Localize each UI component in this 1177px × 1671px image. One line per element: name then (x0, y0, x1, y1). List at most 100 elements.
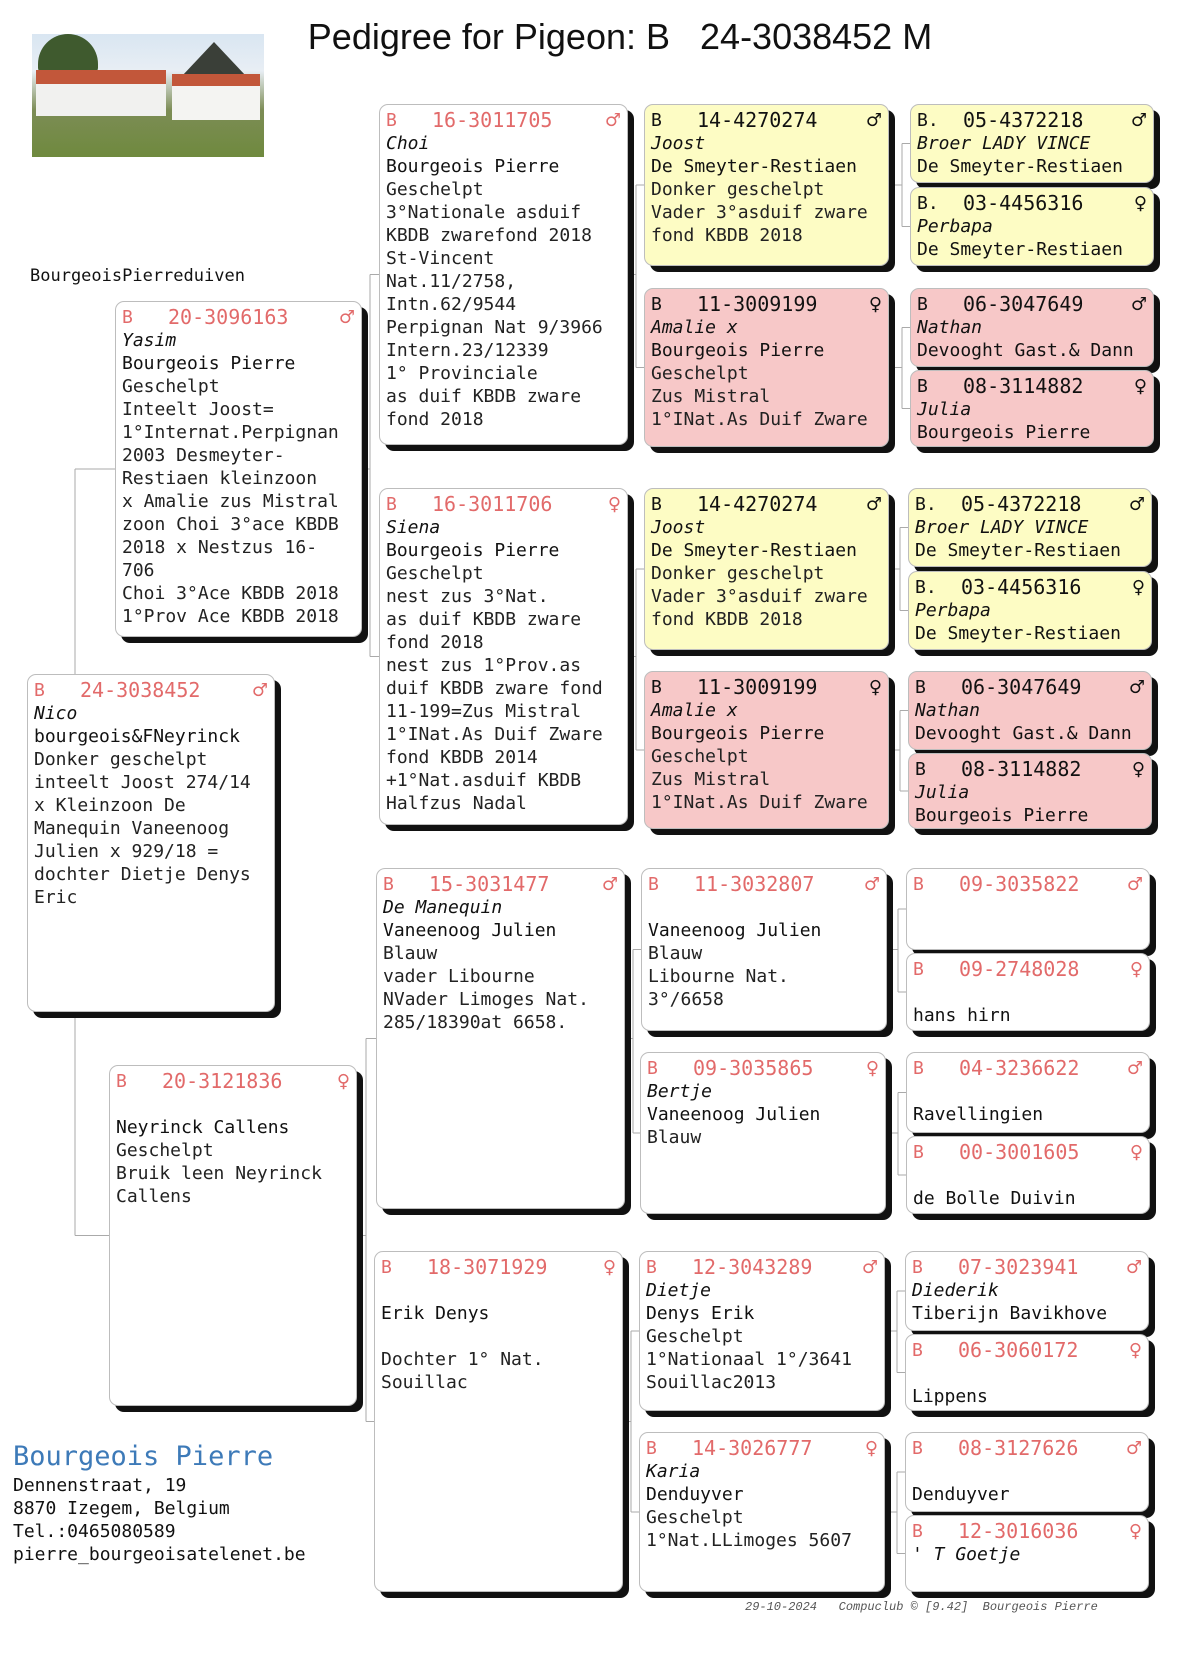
country-code: B (651, 110, 662, 131)
pigeon-card-sds[interactable]: B 14-4270274 ♂ Joost De Smeyter-Restiaen Donk… (644, 488, 889, 650)
remark-line: Blauw (383, 943, 438, 964)
male-icon: ♂ (861, 1257, 878, 1278)
ring-number: 24-3038452 (80, 678, 201, 702)
pigeon-card-ddsd[interactable]: B 06-3060172 ♀ Lippens (905, 1334, 1149, 1411)
country-code: B (646, 1438, 657, 1459)
pigeon-card-sss[interactable]: B 14-4270274 ♂ Joost De Smeyter-Restiaen Donk… (644, 104, 889, 266)
pigeon-card-sssd[interactable]: B. 03-4456316 ♀ Perbapa De Smeyter-Restiaen (910, 187, 1154, 266)
ring-number: 09-3035822 (959, 872, 1080, 896)
pigeon-card-dddd[interactable]: B 12-3016036 ♀ ' T Goetje (905, 1515, 1149, 1592)
remark-line: Callens (116, 1186, 192, 1207)
remark-line: 285/18390at 6658. (383, 1012, 568, 1033)
remark-line: inteelt Joost 274/14 (34, 772, 251, 793)
pigeon-name (912, 1460, 1142, 1483)
ring-line: B. 05-4372218 ♂ (915, 493, 1145, 516)
pigeon-card-ssss[interactable]: B. 05-4372218 ♂ Broer LADY VINCE De Smeyter-… (910, 104, 1154, 183)
pigeon-card-dsds[interactable]: B 04-3236622 ♂ Ravellingien (906, 1052, 1150, 1133)
pigeon-card-subject[interactable]: B 24-3038452 ♂ Nico bourgeois&FNeyrinck Donke… (27, 674, 275, 1012)
pigeon-name: Broer LADY VINCE (917, 133, 1091, 154)
country-code: B (913, 1142, 924, 1163)
female-icon: ♀ (1131, 577, 1145, 598)
pigeon-card-sdss[interactable]: B. 05-4372218 ♂ Broer LADY VINCE De Smeyter-… (908, 488, 1152, 567)
remark-line: St-Vincent (386, 248, 495, 269)
country-code: B (913, 959, 924, 980)
country-code: B. (915, 494, 937, 515)
country-code: B (913, 1058, 924, 1079)
remark-line: 1°Nat.LLimoges 5607 (646, 1530, 852, 1551)
ring-line: B 24-3038452 ♂ (34, 679, 268, 702)
female-icon: ♀ (868, 294, 882, 315)
country-code: B (651, 494, 662, 515)
pigeon-card-sd[interactable]: B 16-3011706 ♀ Siena Bourgeois Pierre Geschel… (379, 488, 628, 825)
pigeon-card-sddd[interactable]: B 08-3114882 ♀ Julia Bourgeois Pierre (908, 753, 1152, 829)
remark-line: Geschelpt (386, 179, 484, 200)
ring-number: 09-2748028 (959, 957, 1080, 981)
remark-line: Julien x 929/18 = (34, 841, 219, 862)
remark-line: 1°INat.As Duif Zware (386, 724, 603, 745)
owner: De Smeyter-Restiaen (915, 623, 1121, 644)
ring-number: 03-4456316 (963, 191, 1084, 215)
pigeon-card-ssd[interactable]: B 11-3009199 ♀ Amalie x Bourgeois Pierre Gesc… (644, 288, 889, 447)
remark-line: Halfzus Nadal (386, 793, 527, 814)
pigeon-card-ddds[interactable]: B 08-3127626 ♂ Denduyver (905, 1432, 1149, 1512)
pigeon-card-sdsd[interactable]: B. 03-4456316 ♀ Perbapa De Smeyter-Restiaen (908, 571, 1152, 650)
pigeon-card-dsss[interactable]: B 09-3035822 ♂ (906, 868, 1150, 950)
owner: Lippens (912, 1386, 988, 1407)
remark-line: 11-199=Zus Mistral (386, 701, 582, 722)
female-icon: ♀ (1131, 759, 1145, 780)
ring-number: 15-3031477 (429, 872, 550, 896)
pigeon-card-ddd[interactable]: B 14-3026777 ♀ Karia Denduyver Geschelpt 1°Nat… (639, 1432, 885, 1592)
pigeon-card-dam[interactable]: B 20-3121836 ♀ Neyrinck Callens Geschelpt Bru… (109, 1065, 357, 1406)
pigeon-card-dsdd[interactable]: B 00-3001605 ♀ de Bolle Duivin (906, 1136, 1150, 1214)
ring-line: B 16-3011706 ♀ (386, 493, 621, 516)
pigeon-card-dd[interactable]: B 18-3071929 ♀ Erik Denys Dochter 1° Nat. Sou… (374, 1251, 623, 1592)
pigeon-card-sire[interactable]: B 20-3096163 ♂ Yasim Bourgeois Pierre Geschel… (115, 301, 362, 637)
remark-line: fond KBDB 2018 (651, 609, 803, 630)
pigeon-name: De Manequin (383, 897, 503, 918)
pigeon-name: Nico (34, 703, 78, 724)
remark-line (381, 1325, 616, 1348)
ring-number: 11-3009199 (697, 675, 818, 699)
remark-line: as duif KBDB zware (386, 386, 582, 407)
owner: De Smeyter-Restiaen (917, 156, 1123, 177)
female-icon: ♀ (1128, 1521, 1142, 1542)
pigeon-name: Bertje (647, 1081, 713, 1102)
pigeon-name (381, 1279, 616, 1302)
female-icon: ♀ (602, 1257, 616, 1278)
male-icon: ♂ (1126, 874, 1143, 895)
country-code: B (647, 1058, 658, 1079)
ring-line: B. 03-4456316 ♀ (915, 576, 1145, 599)
pigeon-card-ss[interactable]: B 16-3011705 ♂ Choi Bourgeois Pierre Geschelp… (379, 104, 628, 445)
pigeon-card-ds[interactable]: B 15-3031477 ♂ De Manequin Vaneenoog Julien B… (376, 868, 625, 1209)
pigeon-card-sdds[interactable]: B 06-3047649 ♂ Nathan Devooght Gast.& Dann (908, 671, 1152, 750)
country-code: B (386, 110, 397, 131)
owner: Denys Erik (646, 1303, 755, 1324)
pigeon-name: Dietje (646, 1280, 712, 1301)
ring-line: B. 03-4456316 ♀ (917, 192, 1147, 215)
female-icon: ♀ (1128, 1340, 1142, 1361)
owner: Vaneenoog Julien (647, 1104, 821, 1125)
ring-line: B 14-3026777 ♀ (646, 1437, 878, 1460)
pigeon-card-ssds[interactable]: B 06-3047649 ♂ Nathan Devooght Gast.& Dann (910, 288, 1154, 367)
pigeon-name: Perbapa (915, 600, 991, 621)
ring-number: 20-3121836 (162, 1069, 283, 1093)
remark-line: 2003 Desmeyter- (122, 445, 285, 466)
ring-number: 16-3011705 (432, 108, 553, 132)
pigeon-name (116, 1093, 350, 1116)
male-icon: ♂ (1126, 1058, 1143, 1079)
pigeon-card-ssdd[interactable]: B 08-3114882 ♀ Julia Bourgeois Pierre (910, 370, 1154, 447)
pigeon-card-sdd[interactable]: B 11-3009199 ♀ Amalie x Bourgeois Pierre Gesc… (644, 671, 889, 829)
pigeon-card-dss[interactable]: B 11-3032807 ♂ Vaneenoog Julien Blauw Libourn… (641, 868, 887, 1031)
ring-line: B 07-3023941 ♂ (912, 1256, 1142, 1279)
country-code: B (386, 494, 397, 515)
pigeon-card-ddss[interactable]: B 07-3023941 ♂ Diederik Tiberijn Bavikhove (905, 1251, 1149, 1331)
pigeon-card-dsd[interactable]: B 09-3035865 ♀ Bertje Vaneenoog Julien Blauw (640, 1052, 886, 1214)
owner: De Smeyter-Restiaen (651, 540, 857, 561)
pigeon-card-dds[interactable]: B 12-3043289 ♂ Dietje Denys Erik Geschelpt 1°N… (639, 1251, 885, 1411)
remark-line: Zus Mistral (651, 769, 771, 790)
pigeon-card-dssd[interactable]: B 09-2748028 ♀ hans hirn (906, 953, 1150, 1031)
country-code: B (116, 1071, 127, 1092)
remark-line: Geschelpt (651, 363, 749, 384)
remark-line: 1°INat.As Duif Zware (651, 409, 868, 430)
pigeon-name: Nathan (915, 700, 981, 721)
